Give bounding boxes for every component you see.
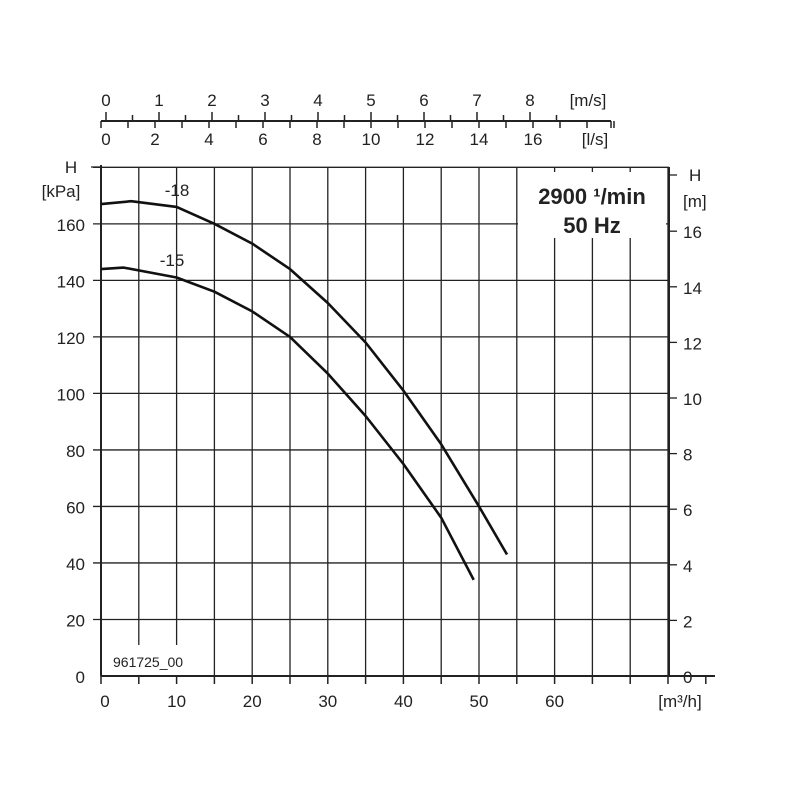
code-label-bg — [108, 646, 198, 672]
drawing-code: 961725_00 — [113, 654, 183, 670]
flow-tick-label: 4 — [204, 130, 213, 149]
y-right-tick-label: 2 — [683, 612, 692, 631]
x-tick-label: 10 — [167, 692, 186, 711]
y-right-tick-label: 0 — [683, 668, 692, 687]
flow-tick-label: 10 — [362, 130, 381, 149]
y-left-tick-label: 100 — [57, 385, 85, 404]
frequency-label: 50 Hz — [563, 213, 620, 238]
velocity-tick-label: 1 — [154, 91, 163, 110]
y-left-tick-label: 40 — [66, 555, 85, 574]
velocity-tick-label: 8 — [525, 91, 534, 110]
x-tick-label: 40 — [394, 692, 413, 711]
y-right-tick-label: 14 — [683, 279, 702, 298]
speed-label: 2900 ¹/min — [538, 184, 646, 209]
velocity-unit: [m/s] — [570, 91, 607, 110]
velocity-tick-label: 3 — [260, 91, 269, 110]
velocity-tick-label: 7 — [472, 91, 481, 110]
velocity-tick-label: 5 — [366, 91, 375, 110]
y-right-axis-title: H — [689, 166, 701, 185]
curve-impeller-15 — [100, 266, 475, 581]
y-left-axis-unit: [kPa] — [42, 182, 81, 201]
y-right-tick-label: 10 — [683, 390, 702, 409]
y-left-tick-label: 140 — [57, 272, 85, 291]
flow-tick-label: 2 — [150, 130, 159, 149]
title-box — [518, 172, 666, 238]
y-right-tick-label: 12 — [683, 334, 702, 353]
x-tick-label: 60 — [545, 692, 564, 711]
y-right-axis-unit: [m] — [683, 192, 707, 211]
y-right-tick-label: 6 — [683, 501, 692, 520]
velocity-tick-label: 6 — [419, 91, 428, 110]
flow-tick-label: 0 — [101, 130, 110, 149]
y-left-tick-label: 60 — [66, 498, 85, 517]
flow-tick-label: 16 — [524, 130, 543, 149]
curve-impeller-18 — [100, 199, 509, 556]
x-tick-label: 50 — [470, 692, 489, 711]
y-right-tick-label: 8 — [683, 446, 692, 465]
x-axis-unit: [m³/h] — [658, 692, 701, 711]
flow-tick-label: 12 — [416, 130, 435, 149]
y-right-tick-label: 16 — [683, 223, 702, 242]
curve-label: -15 — [160, 251, 185, 270]
velocity-tick-label: 4 — [313, 91, 322, 110]
x-tick-label: 0 — [100, 692, 109, 711]
y-left-tick-label: 120 — [57, 329, 85, 348]
flow-tick-label: 14 — [470, 130, 489, 149]
y-left-tick-label: 80 — [66, 442, 85, 461]
y-left-axis-title: H — [65, 158, 77, 177]
y-right-tick-label: 4 — [683, 557, 692, 576]
curve-label: -18 — [165, 181, 190, 200]
flow-tick-label: 8 — [312, 130, 321, 149]
y-left-tick-label: 160 — [57, 216, 85, 235]
flow-tick-label: 6 — [258, 130, 267, 149]
y-left-tick-label: 20 — [66, 611, 85, 630]
velocity-tick-label: 2 — [207, 91, 216, 110]
x-tick-label: 30 — [318, 692, 337, 711]
x-tick-label: 20 — [243, 692, 262, 711]
flow-unit: [l/s] — [582, 130, 608, 149]
y-left-tick-label: 0 — [76, 668, 85, 687]
velocity-tick-label: 0 — [101, 91, 110, 110]
